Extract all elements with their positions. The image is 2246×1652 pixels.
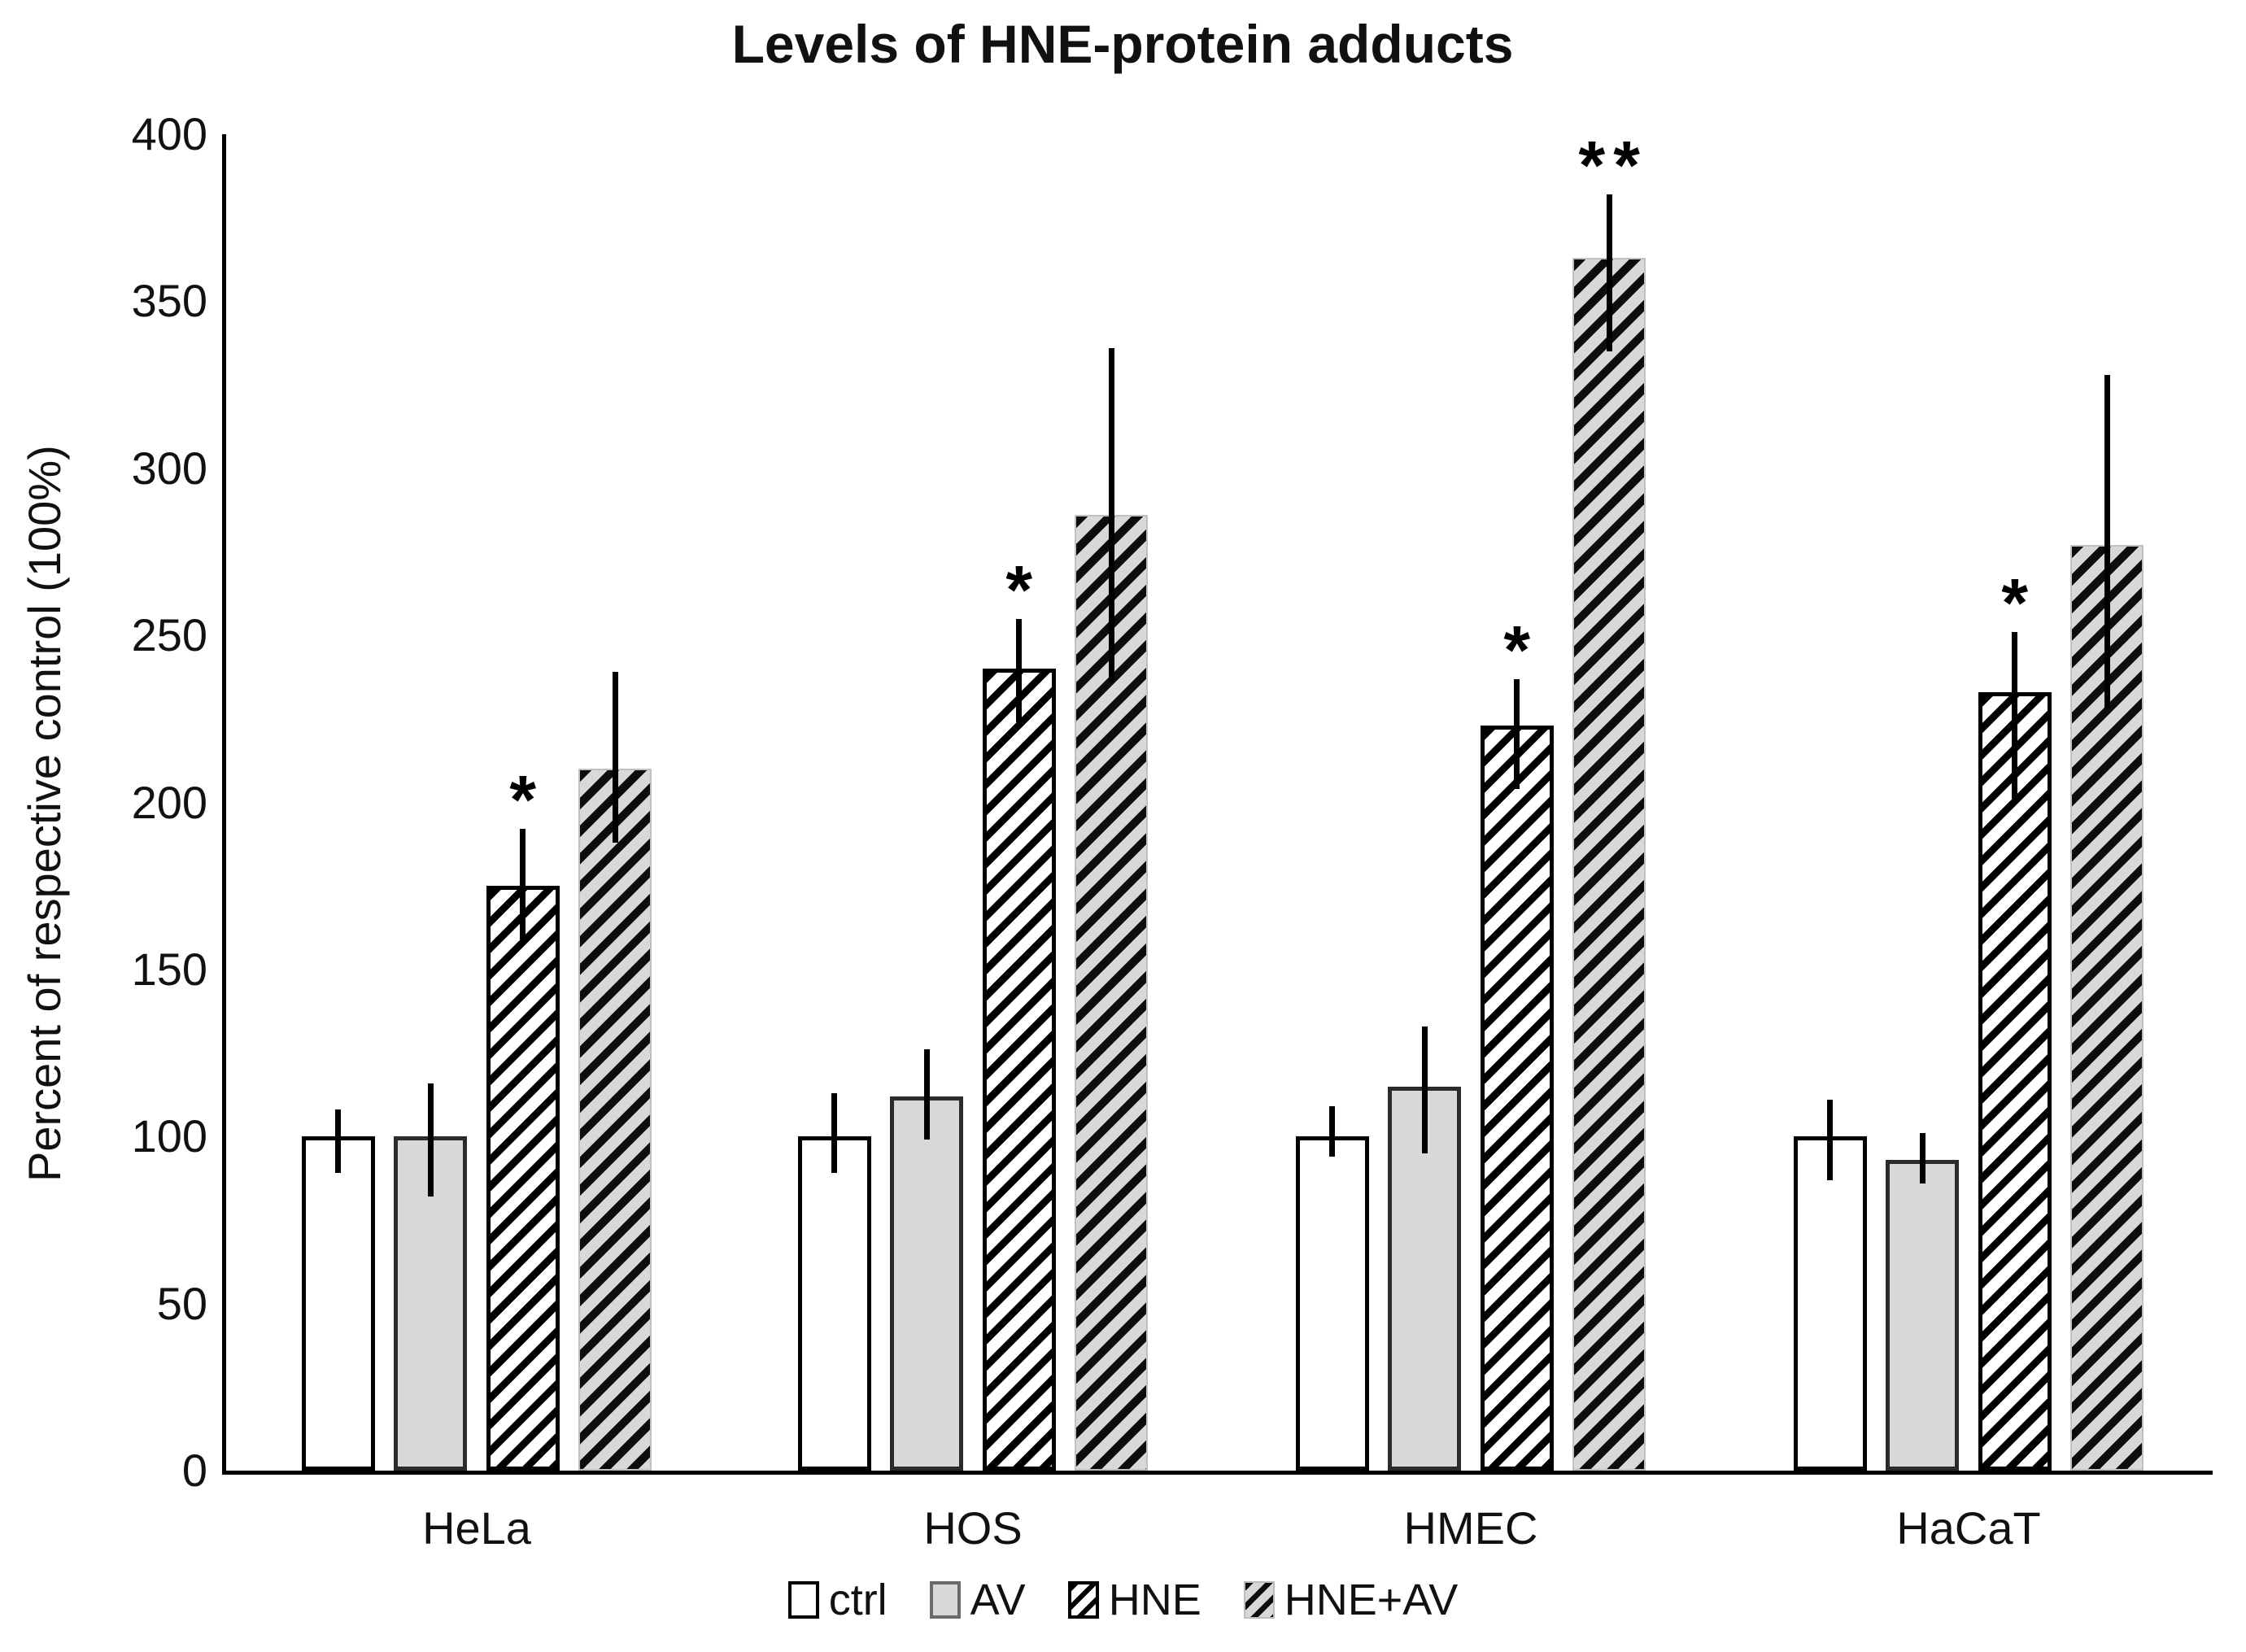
error-bar-hacat-ctrl bbox=[1827, 1100, 1834, 1180]
y-axis-label: Percent of respective control (100%) bbox=[19, 445, 70, 1182]
bar-hmec-hne bbox=[1480, 726, 1554, 1471]
error-bar-hmec-hne+av bbox=[1606, 194, 1612, 351]
legend-item-hne: HNE bbox=[1067, 1575, 1202, 1625]
bar-hmec-hne+av bbox=[1572, 257, 1646, 1471]
legend-label-hne+av: HNE+AV bbox=[1284, 1576, 1459, 1624]
y-tick-label-350: 350 bbox=[131, 275, 207, 327]
error-bar-hos-av bbox=[923, 1049, 930, 1140]
legend: ctrl AV HNE HNE+AV bbox=[0, 1575, 2246, 1625]
error-bar-hacat-hne bbox=[2012, 632, 2018, 800]
bar-hela-hne+av bbox=[578, 769, 652, 1471]
error-bar-hos-ctrl bbox=[831, 1092, 838, 1174]
bar-hos-ctrl bbox=[797, 1136, 871, 1471]
significance-hos-hne: * bbox=[1005, 551, 1041, 628]
error-bar-hela-hne bbox=[520, 829, 526, 939]
legend-label-hne: HNE bbox=[1108, 1576, 1202, 1624]
significance-hela-hne: * bbox=[509, 761, 545, 839]
y-tick-label-200: 200 bbox=[131, 776, 207, 828]
error-bar-hos-hne+av bbox=[1108, 347, 1114, 682]
x-label-hela: HeLa bbox=[422, 1502, 531, 1554]
legend-swatch-av bbox=[929, 1581, 961, 1619]
y-tick-label-150: 150 bbox=[131, 943, 207, 995]
error-bar-hela-ctrl bbox=[335, 1109, 342, 1174]
bar-hos-av bbox=[890, 1096, 964, 1471]
bar-hela-ctrl bbox=[301, 1136, 375, 1471]
legend-label-av: AV bbox=[970, 1576, 1026, 1624]
error-bar-hmec-hne bbox=[1514, 678, 1520, 790]
x-label-hos: HOS bbox=[923, 1502, 1023, 1554]
error-bar-hela-hne+av bbox=[612, 672, 618, 843]
legend-label-ctrl: ctrl bbox=[828, 1576, 887, 1624]
bar-hmec-ctrl bbox=[1295, 1136, 1369, 1471]
y-tick-label-250: 250 bbox=[131, 609, 207, 661]
y-axis-line bbox=[222, 134, 226, 1475]
bar-hacat-av bbox=[1886, 1160, 1960, 1471]
significance-hacat-hne: * bbox=[2001, 564, 2037, 642]
y-tick-label-100: 100 bbox=[131, 1110, 207, 1162]
x-label-hmec: HMEC bbox=[1403, 1502, 1538, 1554]
significance-hmec-hne+av: ** bbox=[1578, 126, 1648, 203]
legend-swatch-hne bbox=[1067, 1581, 1099, 1619]
x-axis-line bbox=[222, 1471, 2213, 1475]
legend-swatch-ctrl bbox=[787, 1581, 819, 1619]
error-bar-hos-hne bbox=[1016, 618, 1023, 722]
x-label-hacat: HaCaT bbox=[1896, 1502, 2041, 1554]
error-bar-hacat-hne+av bbox=[2104, 374, 2110, 709]
error-bar-hmec-av bbox=[1421, 1026, 1428, 1153]
y-tick-label-300: 300 bbox=[131, 442, 207, 494]
bar-hacat-ctrl bbox=[1793, 1136, 1867, 1471]
chart-title: Levels of HNE-protein adducts bbox=[731, 14, 1514, 74]
error-bar-hela-av bbox=[427, 1083, 434, 1197]
error-bar-hacat-av bbox=[1919, 1133, 1925, 1183]
significance-hmec-hne: * bbox=[1503, 611, 1539, 688]
bar-hos-hne bbox=[982, 669, 1056, 1471]
legend-item-ctrl: ctrl bbox=[787, 1575, 887, 1625]
y-tick-label-400: 400 bbox=[131, 108, 207, 159]
bar-hela-hne bbox=[486, 886, 560, 1471]
y-tick-label-50: 50 bbox=[156, 1277, 207, 1329]
legend-item-hne+av: HNE+AV bbox=[1243, 1575, 1459, 1625]
legend-swatch-hne+av bbox=[1243, 1581, 1275, 1619]
legend-item-av: AV bbox=[929, 1575, 1026, 1625]
y-tick-label-0: 0 bbox=[181, 1445, 207, 1496]
error-bar-hmec-ctrl bbox=[1329, 1106, 1336, 1157]
bar-hacat-hne bbox=[1978, 691, 2052, 1471]
